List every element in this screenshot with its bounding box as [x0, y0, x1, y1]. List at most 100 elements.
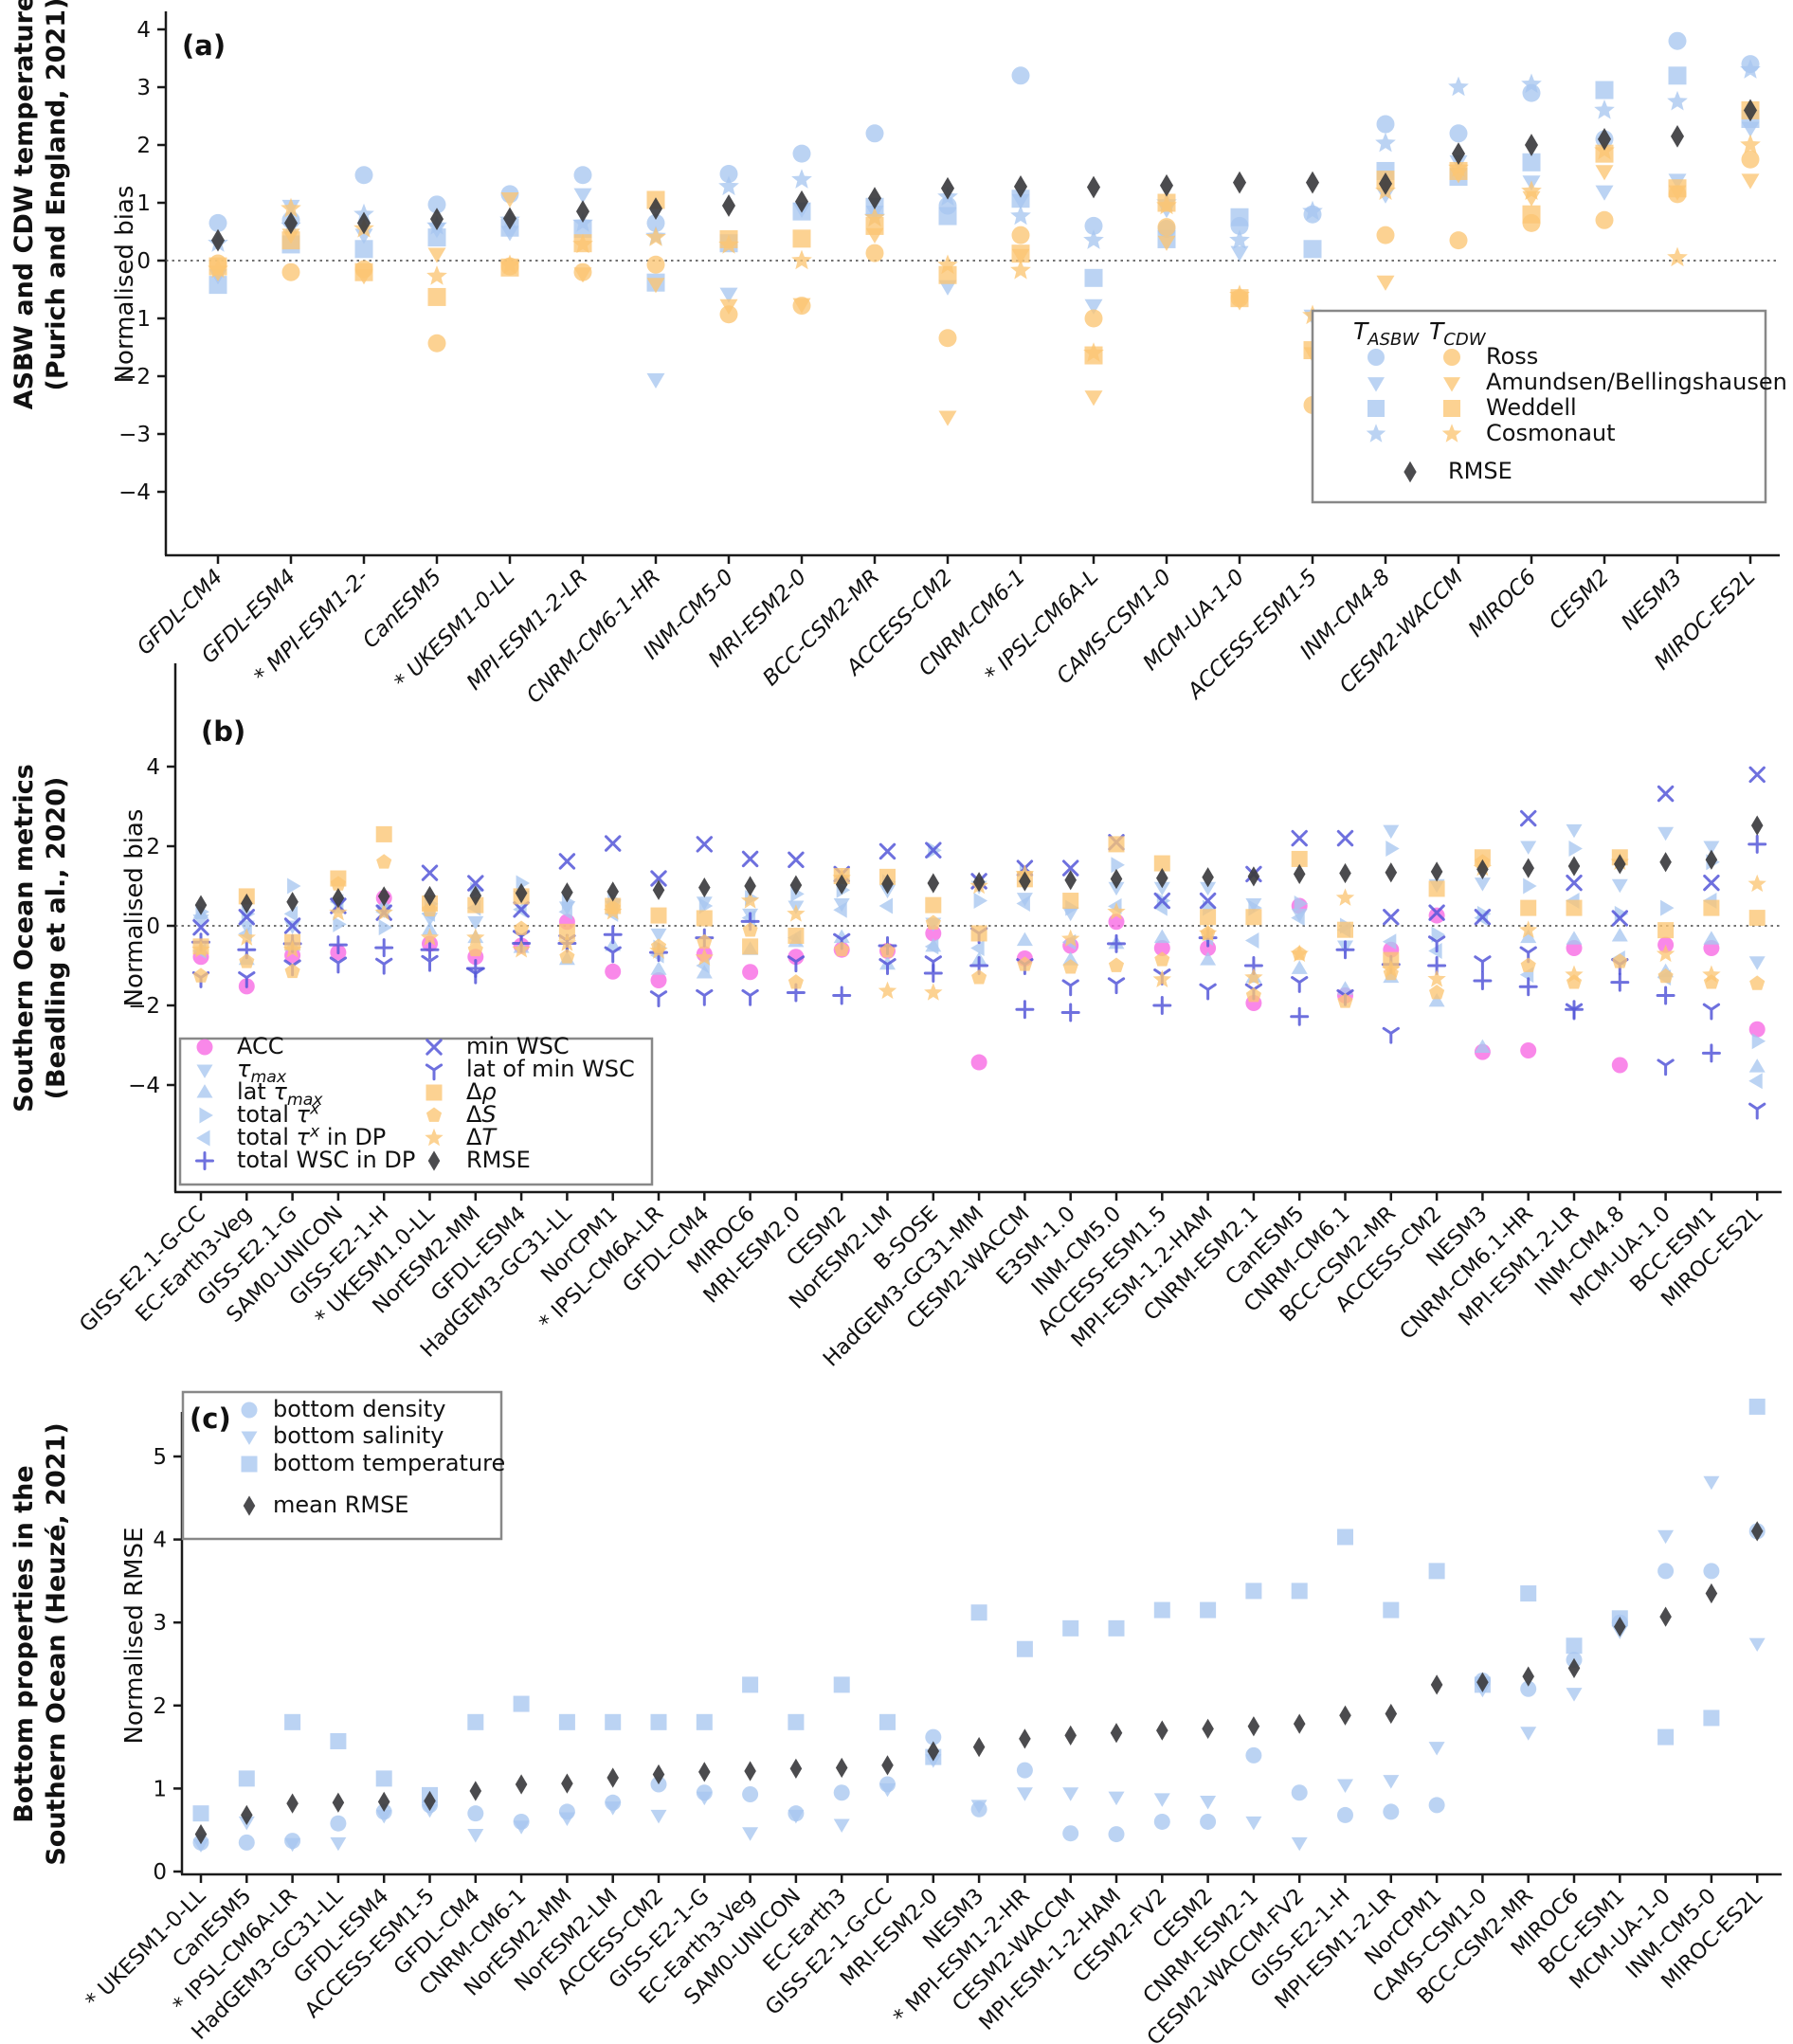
svg-text:ΔT: ΔT: [466, 1124, 498, 1150]
svg-text:ACC: ACC: [237, 1033, 284, 1059]
data-column-CESM2-WACCM: [1448, 76, 1469, 250]
data-column-GFDL-ESM4: [281, 197, 301, 281]
data-column-MIROC6: [740, 850, 760, 1006]
data-column-MPI-ESM1.2-LR: [1565, 823, 1584, 1021]
data-column-CESM2-WACCM: [1015, 859, 1035, 1020]
row-title: ASBW and CDW temperatures: [9, 0, 39, 409]
xtick-model-label: MIROC6: [1464, 565, 1542, 642]
data-column-MRI-ESM2-0: [925, 1728, 942, 1768]
data-column-SAM0-UNICON: [788, 1713, 805, 1824]
data-column-GFDL-CM4: [695, 836, 715, 1006]
data-column-* UKESM1-0-LL: [192, 1805, 209, 1854]
data-column-GISS-E2-1-G: [696, 1713, 713, 1806]
y-axis-label: Normalised RMSE: [120, 1527, 149, 1744]
ytick-label: −2: [128, 994, 160, 1019]
data-column-MCM-UA-1.0: [1656, 785, 1675, 1076]
data-column-ACCESS-ESM1-5: [422, 1786, 438, 1818]
data-column-ACCESS-CM2: [1427, 861, 1447, 1007]
data-column-SAM0-UNICON: [328, 870, 348, 974]
ytick-label: 3: [136, 76, 151, 100]
xtick-model-label: NESM3: [1617, 565, 1687, 635]
data-column-INM-CM4-8: [1375, 115, 1396, 291]
svg-text:total τx​ in DP: total τx​ in DP: [237, 1123, 386, 1150]
data-column-HadGEM3-GC31-LL: [557, 853, 577, 966]
svg-text:bottom density: bottom density: [273, 1396, 445, 1422]
data-column-CAMS-CSM1-0: [1474, 1672, 1491, 1698]
data-column-INM-CM5.0: [1107, 834, 1126, 995]
svg-text:Weddell: Weddell: [1486, 394, 1577, 421]
data-column-MPI-ESM1-2-LR: [1383, 1601, 1400, 1820]
data-column-* MPI-ESM1-2-: [353, 166, 374, 285]
data-column-CanESM5: [238, 1770, 255, 1851]
row-title: Bottom properties in the: [9, 1465, 39, 1822]
xtick-model-label: CNRM-CM6-1-HR: [522, 565, 666, 709]
data-column-GISS-E2.1-G-CC: [191, 895, 210, 988]
data-column-E3SM-1.0: [1060, 859, 1080, 1022]
ytick-label: −1: [118, 307, 151, 332]
data-column-CESM2: [1594, 81, 1615, 229]
ytick-label: 0: [153, 1860, 167, 1885]
data-column-INM-CM5-0: [1703, 1475, 1720, 1727]
data-column-CNRM-ESM2.1: [1243, 865, 1263, 1011]
svg-text:lat τmax​: lat τmax​: [237, 1078, 323, 1110]
data-column-HadGEM3-GC31-LL: [330, 1732, 347, 1852]
ytick-label: 5: [153, 1445, 167, 1470]
data-column-* UKESM1-0-LL: [499, 185, 520, 277]
data-column-NorESM2-MM: [465, 875, 485, 985]
svg-text:bottom salinity: bottom salinity: [273, 1422, 444, 1449]
data-column-BCC-ESM1: [1611, 1610, 1628, 1639]
panel-letter: (c): [190, 1402, 231, 1435]
data-column-NESM3: [1667, 31, 1688, 267]
data-column-INM-CM5-0: [718, 165, 739, 324]
ytick-label: −4: [128, 1074, 160, 1098]
data-column-INM-CM4.8: [1610, 849, 1630, 1074]
data-column-HadGEM3-GC31-MM: [969, 872, 989, 1071]
data-column-* IPSL-CM6A-L: [1083, 175, 1104, 407]
ytick-label: 4: [153, 1528, 167, 1553]
data-column-CESM2: [832, 865, 852, 1005]
y-axis-label: Normalised bias: [111, 186, 139, 384]
y-axis-label: Normalised bias: [120, 809, 149, 1007]
data-column-CNRM-CM6.1-HR: [1518, 809, 1538, 1058]
ytick-label: 2: [146, 835, 160, 859]
svg-text:τmax​: τmax​: [237, 1056, 287, 1087]
data-column-NorCPM1: [603, 835, 623, 980]
data-column-CESM2-FV2: [1153, 1601, 1170, 1830]
ytick-label: 2: [153, 1694, 167, 1719]
svg-text:Ross: Ross: [1486, 343, 1538, 370]
data-column-* MPI-ESM1-2-HR: [1016, 1640, 1033, 1801]
svg-text:total τx​: total τx​: [237, 1100, 320, 1128]
data-column-GFDL-CM4: [208, 213, 228, 295]
data-column-BCC-ESM1: [1701, 841, 1721, 1063]
data-column-NorESM2-LM: [605, 1713, 622, 1816]
data-column-NESM3: [970, 1604, 987, 1818]
data-column-ACCESS-CM2: [937, 176, 958, 426]
xtick-model-label: ACCESS-ESM1-5: [1182, 565, 1322, 705]
data-column-BCC-CSM2-MR: [1520, 1585, 1537, 1741]
svg-text:lat of min WSC: lat of min WSC: [466, 1056, 635, 1082]
data-column-GISS-E2-1-H: [1337, 1528, 1353, 1823]
svg-text:Amundsen/Bellingshausen: Amundsen/Bellingshausen: [1486, 369, 1787, 395]
data-column-MPI-ESM-1.2-HAM: [1198, 867, 1218, 1001]
data-column-CESM2-WACCM: [1062, 1619, 1079, 1842]
data-column-MCM-UA-1-0: [1229, 171, 1250, 311]
data-column-* IPSL-CM6A-LR: [284, 1713, 301, 1853]
data-column-MRI-ESM2.0: [786, 851, 806, 1003]
row-title: (Beadling et al., 2020): [42, 777, 71, 1100]
data-column-ACCESS-ESM1.5: [1152, 855, 1172, 1015]
data-column-CESM2: [1200, 1601, 1217, 1830]
ytick-label: 0: [136, 249, 151, 274]
panel-b: 420−2−4GISS-E2.1-G-CCEC-Earth3-VegGISS-E…: [9, 663, 1782, 1371]
data-column-CNRM-CM6-1: [1010, 66, 1031, 280]
data-column-CNRM-CM6-1-HR: [645, 190, 666, 389]
data-column-CNRM-CM6.1: [1335, 829, 1355, 1008]
data-column-MCM-UA-1-0: [1657, 1529, 1675, 1746]
panel-letter: (a): [182, 29, 226, 62]
data-column-MIROC-ES2L: [1748, 766, 1767, 1120]
data-column-EC-Earth3: [833, 1676, 850, 1833]
data-column-MRI-ESM2-0: [791, 144, 812, 316]
